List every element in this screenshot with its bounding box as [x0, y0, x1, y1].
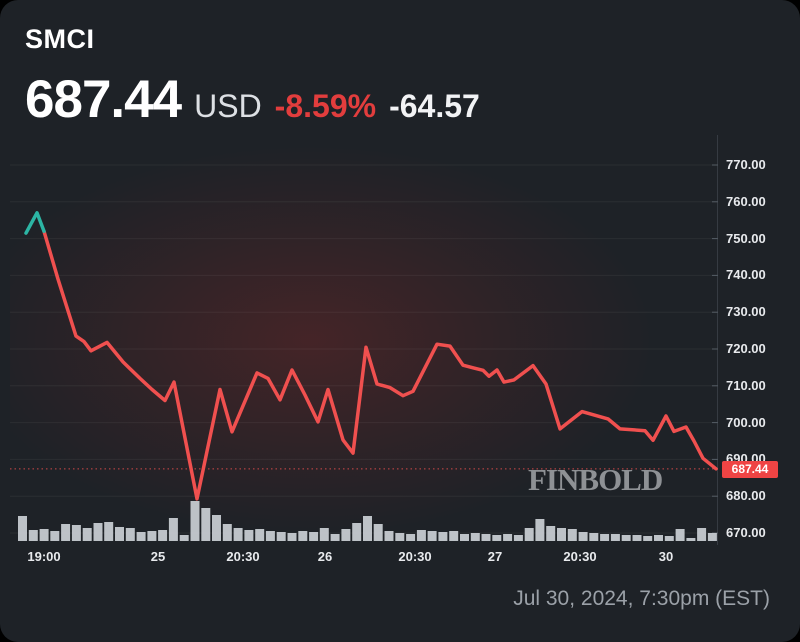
- chart-canvas[interactable]: [10, 135, 718, 545]
- volume-bar: [222, 524, 232, 541]
- volume-bar: [416, 530, 426, 541]
- x-axis-tick-label: 20:30: [398, 549, 432, 564]
- volume-bar: [481, 534, 491, 541]
- volume-bar: [600, 534, 610, 541]
- volume-bar: [190, 501, 200, 541]
- volume-bar: [276, 532, 286, 541]
- finbold-watermark: FINBOLD: [528, 462, 663, 497]
- y-axis-tick-label: 710.00: [726, 377, 766, 393]
- price-row: 687.44 USD -8.59% -64.57: [25, 69, 480, 130]
- volume-bar: [610, 534, 620, 541]
- volume-bar: [621, 535, 631, 541]
- y-axis-tick-label: 730.00: [726, 304, 766, 320]
- volume-bar: [675, 529, 685, 541]
- price-line-up: [24, 211, 46, 235]
- volume-bar: [686, 538, 696, 541]
- volume-bar: [535, 519, 545, 541]
- volume-bar: [341, 529, 351, 541]
- volume-bar: [309, 532, 319, 541]
- volume-bar: [632, 535, 642, 541]
- volume-bar: [352, 523, 362, 541]
- volume-bar: [298, 531, 308, 541]
- volume-bar: [503, 534, 513, 541]
- volume-bar: [125, 528, 135, 541]
- price-line-down: [42, 229, 718, 501]
- y-axis-tick-label: 750.00: [726, 230, 766, 246]
- volume-bar: [567, 529, 577, 541]
- change-absolute: -64.57: [389, 88, 480, 124]
- volume-bar: [50, 531, 60, 541]
- volume-bar: [255, 529, 265, 541]
- x-axis-tick-label: 30: [658, 549, 674, 564]
- volume-bar: [104, 522, 114, 541]
- x-axis-tick-label: 20:30: [226, 549, 260, 564]
- x-axis-tick-label: 25: [150, 549, 166, 564]
- volume-bar: [179, 535, 189, 541]
- volume-bar: [136, 532, 146, 541]
- volume-bar: [643, 536, 653, 541]
- volume-bar: [168, 518, 178, 541]
- volume-bar: [93, 523, 103, 541]
- volume-bar: [330, 534, 340, 541]
- y-axis-tick-label: 670.00: [726, 525, 766, 540]
- volume-bar: [82, 528, 92, 541]
- volume-bar: [363, 516, 372, 541]
- volume-bar: [233, 528, 243, 541]
- volume-bar: [201, 508, 211, 541]
- volume-bar: [212, 515, 221, 541]
- volume-bar: [470, 533, 480, 541]
- volume-bar: [265, 531, 275, 541]
- currency-label: USD: [194, 88, 262, 124]
- volume-bar: [546, 526, 556, 541]
- volume-bar: [28, 530, 38, 541]
- y-axis-tick-label: 680.00: [726, 488, 766, 504]
- volume-bar: [61, 524, 71, 541]
- volume-bar: [244, 530, 254, 541]
- x-axis-tick-label: 19:00: [27, 549, 61, 564]
- volume-bar: [557, 528, 566, 541]
- volume-bar: [18, 516, 27, 541]
- volume-bar: [39, 529, 49, 541]
- x-axis-tick-label: 26: [317, 549, 333, 564]
- x-axis-tick-label: 27: [487, 549, 503, 564]
- chart-timestamp: Jul 30, 2024, 7:30pm (EST): [513, 587, 770, 610]
- volume-bar: [287, 533, 297, 541]
- volume-bar: [71, 525, 81, 541]
- x-axis-tick-label: 20:30: [563, 549, 597, 564]
- volume-bar: [589, 533, 599, 541]
- header: SMCI 687.44 USD -8.59% -64.57: [25, 24, 480, 130]
- y-axis-tick-label: 720.00: [726, 341, 766, 356]
- volume-bar: [697, 528, 707, 541]
- last-price-tag: 687.44: [722, 460, 778, 478]
- volume-bar: [524, 528, 534, 541]
- volume-bar: [664, 536, 674, 541]
- volume-bar: [654, 535, 663, 541]
- volume-bar: [438, 532, 448, 541]
- volume-bar: [373, 524, 383, 541]
- volume-bar: [513, 535, 523, 541]
- volume-bar: [449, 531, 459, 541]
- volume-bar: [460, 534, 469, 541]
- y-axis-tick-label: 700.00: [726, 414, 766, 430]
- volume-bar: [395, 533, 405, 541]
- current-price: 687.44: [25, 70, 182, 129]
- y-axis-tick-label: 760.00: [726, 193, 766, 209]
- price-chart-plot[interactable]: [10, 135, 718, 545]
- y-axis-tick-label: 770.00: [726, 157, 766, 172]
- volume-bar: [406, 534, 416, 541]
- volume-bar: [427, 531, 437, 541]
- volume-bar: [707, 533, 717, 541]
- volume-bar: [492, 535, 502, 541]
- glow-overlay: [10, 145, 655, 535]
- y-axis-tick-label: 740.00: [726, 267, 766, 283]
- volume-bar: [147, 531, 157, 541]
- volume-bar: [115, 527, 124, 541]
- volume-bar: [319, 528, 329, 541]
- volume-bar: [158, 530, 168, 541]
- stock-symbol: SMCI: [25, 24, 95, 54]
- change-percent: -8.59%: [274, 88, 377, 124]
- volume-bar: [384, 531, 394, 541]
- volume-bar: [578, 532, 588, 541]
